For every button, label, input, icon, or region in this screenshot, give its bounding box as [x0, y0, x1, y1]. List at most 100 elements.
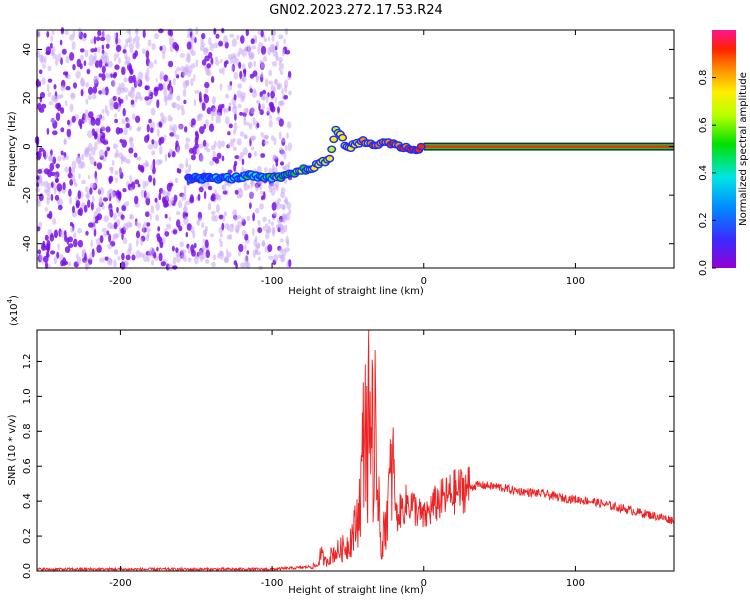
noise-blob [38, 69, 43, 75]
noise-blob [203, 190, 207, 200]
noise-blob [105, 43, 110, 49]
noise-blob [121, 252, 125, 261]
noise-blob [288, 209, 292, 215]
noise-blob [118, 167, 122, 175]
noise-blob [206, 148, 211, 153]
noise-blob [281, 88, 284, 95]
noise-blob [261, 103, 266, 111]
noise-blob [71, 115, 76, 123]
noise-blob [43, 255, 49, 263]
noise-blob [116, 86, 122, 96]
noise-blob [194, 89, 200, 94]
noise-blob [249, 191, 254, 199]
noise-blob [248, 46, 252, 51]
noise-blob [200, 182, 206, 188]
noise-blob [77, 239, 84, 248]
noise-blob [236, 215, 242, 219]
noise-blob [278, 66, 282, 72]
noise-blob [237, 52, 240, 58]
noise-blob [181, 108, 186, 116]
noise-blob [271, 35, 275, 42]
noise-blob [170, 196, 174, 205]
noise-blob [151, 150, 156, 156]
noise-blob [195, 59, 199, 68]
noise-blob [93, 161, 97, 167]
noise-blob [90, 239, 93, 248]
noise-blob [205, 119, 209, 127]
noise-blob [227, 84, 233, 91]
noise-blob [238, 243, 244, 253]
noise-blob [89, 252, 93, 261]
trace-blob [418, 144, 425, 150]
noise-blob [65, 56, 70, 64]
noise-blob [100, 125, 106, 131]
noise-blob [172, 41, 178, 50]
noise-blob [208, 51, 213, 59]
noise-blob [118, 127, 124, 134]
noise-blob [46, 197, 50, 205]
noise-blob [209, 42, 214, 51]
noise-blob [254, 37, 258, 43]
noise-blob [233, 94, 237, 101]
noise-blob [262, 216, 267, 223]
noise-blob [166, 96, 172, 101]
noise-blob [243, 118, 247, 126]
noise-blob [96, 244, 102, 253]
noise-blob [176, 219, 181, 228]
noise-blob [253, 88, 257, 94]
noise-blob [114, 234, 118, 240]
noise-blob [129, 47, 134, 54]
noise-blob [135, 230, 141, 239]
noise-blob [248, 122, 253, 130]
noise-blob [104, 55, 108, 65]
noise-blob [129, 214, 132, 220]
noise-blob [39, 96, 42, 103]
noise-blob [201, 246, 208, 251]
noise-blob [99, 36, 106, 42]
noise-blob [135, 40, 140, 50]
noise-blob [237, 103, 242, 109]
noise-blob [69, 196, 72, 205]
noise-blob [233, 71, 239, 80]
noise-blob [144, 135, 149, 143]
noise-blob [46, 31, 50, 38]
noise-blob [90, 201, 94, 211]
noise-blob [185, 169, 189, 175]
figure-title: GN02.2023.272.17.53.R24 [269, 3, 443, 18]
noise-blob [151, 139, 155, 145]
noise-blob [215, 115, 219, 124]
noise-blob [162, 82, 166, 91]
noise-blob [50, 250, 56, 255]
noise-blob [231, 38, 238, 47]
noise-blob [264, 78, 269, 87]
noise-blob [243, 69, 247, 78]
snr-ytick-label: 1.0 [22, 388, 33, 404]
noise-blob [146, 222, 151, 227]
noise-blob [273, 253, 279, 262]
noise-blob [221, 140, 226, 148]
noise-blob [175, 134, 180, 140]
noise-blob [106, 146, 111, 152]
noise-blob [209, 160, 215, 166]
noise-blob [272, 86, 277, 93]
noise-blob [252, 116, 256, 126]
noise-blob [227, 131, 231, 136]
noise-blob [166, 223, 171, 230]
noise-blob [111, 79, 116, 88]
noise-blob [156, 99, 160, 109]
noise-blob [158, 192, 162, 201]
noise-blob [106, 190, 111, 200]
noise-blob [198, 186, 204, 193]
noise-blob [86, 191, 90, 200]
noise-blob [132, 74, 136, 83]
noise-blob [191, 50, 196, 57]
noise-blob [130, 186, 133, 192]
noise-blob [227, 223, 230, 232]
noise-blob [147, 144, 154, 150]
noise-blob [88, 222, 94, 228]
noise-blob [145, 75, 150, 83]
noise-blob [212, 254, 217, 261]
noise-blob [130, 142, 135, 149]
noise-blob [176, 254, 182, 263]
